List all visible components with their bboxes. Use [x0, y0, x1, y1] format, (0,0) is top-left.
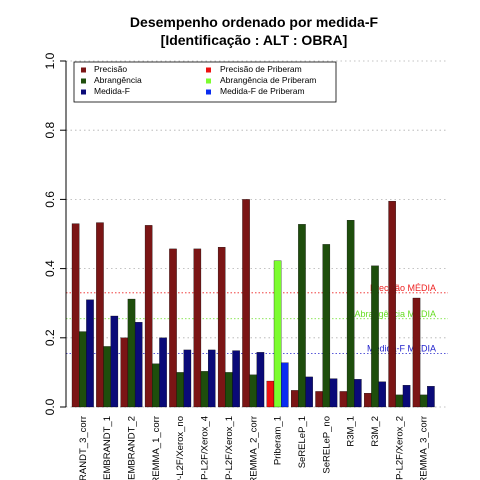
bar	[419, 394, 428, 408]
bar	[200, 371, 209, 408]
category-label: P-L2F/Xerox_2	[394, 416, 405, 480]
category-label: R3M_2	[370, 416, 381, 447]
y-tick-label: 0.4	[43, 260, 57, 277]
bar	[103, 346, 111, 408]
bar	[86, 299, 94, 408]
bar	[176, 372, 184, 408]
bar	[217, 246, 226, 408]
bar	[266, 380, 275, 408]
y-tick-label: 0.6	[43, 191, 57, 208]
legend-label: Medida-F de Priberam	[220, 86, 305, 96]
reference-line-label: Medida-F MÉDIA	[367, 343, 436, 353]
bar	[232, 350, 240, 408]
legend-label: Abrangência	[94, 75, 142, 85]
bar	[71, 223, 80, 408]
bar	[395, 394, 404, 408]
reference-line-label: Precisão MÉDIA	[370, 283, 436, 293]
bar	[339, 391, 348, 408]
bar	[79, 331, 87, 408]
legend-swatch	[206, 89, 211, 95]
bar	[134, 322, 143, 408]
y-tick-label: 1.0	[43, 52, 57, 69]
bar	[427, 386, 435, 408]
bar	[96, 222, 104, 408]
category-label: EMBRANDT_2	[127, 416, 138, 480]
category-label: Priberam_1	[273, 416, 284, 465]
chart-title-line2: [Identificação : ALT : OBRA]	[161, 32, 348, 48]
category-label: SeRELeP_no	[321, 416, 332, 474]
bar	[183, 349, 192, 408]
bar	[273, 260, 282, 408]
legend-swatch	[81, 67, 86, 73]
bar	[242, 199, 250, 408]
bar	[364, 393, 372, 408]
bar	[290, 390, 299, 408]
category-label: REMMA_3_corr	[419, 416, 430, 480]
y-tick-label: 0.8	[43, 122, 57, 139]
bar	[371, 265, 379, 408]
legend-swatch	[81, 89, 86, 95]
bar	[225, 372, 233, 408]
y-tick-label: 0.0	[43, 398, 57, 415]
legend-swatch	[206, 67, 211, 73]
legend-label: Precisão	[94, 64, 127, 74]
legend: Precisão Precisão de Priberam Abrangência A…	[73, 61, 337, 103]
y-axis: 0.0 0.2 0.4 0.6 0.8 1.0	[43, 52, 67, 415]
chart-title-line1: Desempenho ordenado por medida-F	[130, 14, 379, 30]
bar	[388, 200, 396, 408]
category-label: SeRELeP_1	[297, 416, 308, 468]
y-tick-label: 0.2	[43, 329, 57, 346]
bar	[207, 349, 216, 408]
legend-swatch	[206, 78, 211, 84]
legend-label: Abrangência de Priberam	[220, 75, 316, 85]
bar	[169, 248, 177, 408]
category-label: P-L2F/Xerox_1	[224, 416, 235, 480]
bar	[144, 225, 153, 408]
bar	[329, 378, 338, 408]
legend-label: Precisão de Priberam	[220, 64, 302, 74]
bar	[346, 220, 355, 408]
bars	[71, 199, 435, 408]
bar	[127, 298, 136, 408]
bar	[305, 376, 313, 408]
bar	[120, 337, 129, 408]
bar	[256, 352, 265, 408]
bar	[249, 374, 257, 408]
bar	[354, 379, 362, 408]
category-label: RANDT_3_corr	[78, 416, 89, 480]
category-label: R3M_1	[346, 416, 357, 447]
bar	[412, 297, 421, 408]
category-label: P-L2F/Xerox_no	[175, 416, 186, 480]
bar	[322, 244, 331, 408]
category-labels: RANDT_3_corr EMBRANDT_1 EMBRANDT_2 REMMA_1_…	[78, 416, 430, 480]
bar	[315, 391, 323, 408]
legend-swatch	[81, 78, 86, 84]
bar	[281, 362, 289, 408]
bar	[298, 224, 306, 408]
bar	[152, 363, 160, 408]
category-label: REMMA_2_corr	[248, 416, 259, 480]
bar	[378, 381, 386, 408]
category-label: EMBRANDT_1	[102, 416, 113, 480]
legend-box	[73, 61, 337, 103]
bar	[193, 248, 202, 408]
bar	[110, 315, 119, 408]
category-label: P-L2F/Xerox_4	[200, 416, 211, 480]
category-label: REMMA_1_corr	[151, 416, 162, 480]
bar	[402, 385, 411, 408]
legend-label: Medida-F	[94, 86, 130, 96]
bar	[159, 337, 167, 408]
